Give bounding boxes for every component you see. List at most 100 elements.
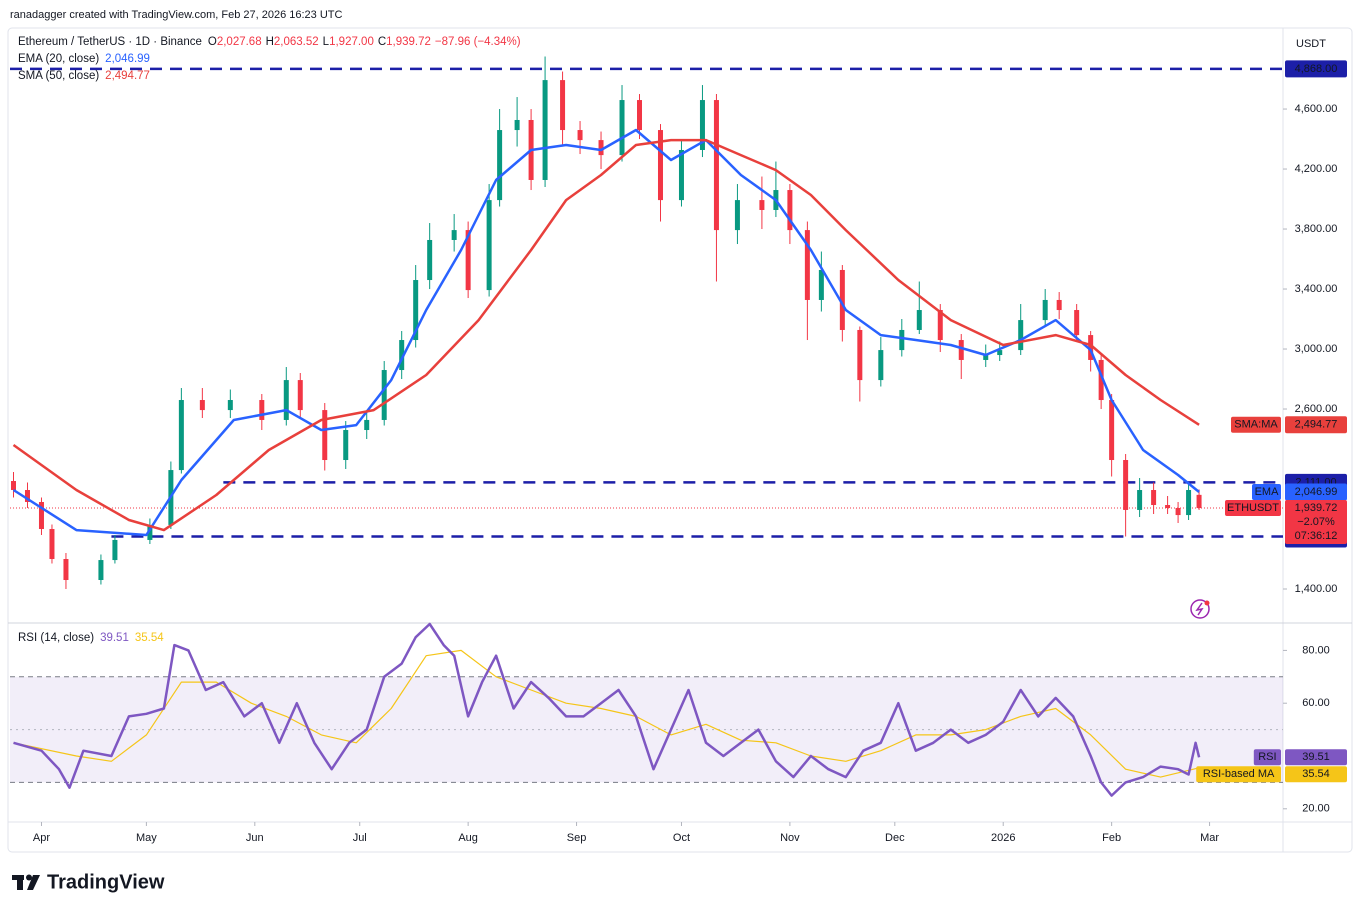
candle-body: [1123, 460, 1129, 510]
candle-body: [804, 230, 810, 300]
change: −87.96 (−4.34%): [435, 36, 521, 48]
candle-body: [997, 350, 1003, 356]
ma-value: 2,494.77: [105, 70, 150, 82]
x-tick-label: Feb: [1102, 832, 1121, 844]
x-tick-label: Sep: [567, 832, 587, 844]
candle-body: [1151, 490, 1157, 506]
icon-ring: [1190, 599, 1210, 619]
y-tick-label: 20.00: [1302, 803, 1330, 815]
candle-body: [1137, 490, 1143, 510]
candle-body: [497, 130, 503, 201]
candle-body: [283, 380, 289, 420]
candle-body: [1175, 508, 1181, 516]
candle-body: [227, 400, 233, 411]
ohlc-value: 1,939.72: [386, 36, 431, 48]
candle-body: [98, 560, 104, 581]
candle-body: [112, 539, 118, 561]
brand: TradingView: [47, 871, 165, 893]
candle-body: [560, 80, 566, 131]
candle-body: [1042, 299, 1048, 321]
candle-body: [427, 239, 433, 281]
rsi-title: RSI (14, close): [18, 632, 94, 644]
rsi-axis-label: 39.51: [1302, 751, 1330, 763]
last-price-label: −2.07%: [1297, 516, 1335, 528]
candle-body: [364, 419, 370, 431]
candle-body: [486, 200, 492, 291]
candle-body: [259, 400, 265, 420]
logo-shape: [27, 875, 40, 890]
candle-body: [1018, 320, 1024, 351]
candle-body: [577, 130, 583, 141]
candle-body: [678, 149, 684, 201]
last-price-tag: ETHUSDT: [1227, 502, 1279, 514]
candle-body: [297, 380, 303, 411]
x-tick-label: May: [136, 832, 157, 844]
candle-body: [983, 355, 989, 360]
ma-axis-label: 2,494.77: [1295, 419, 1338, 431]
candle-body: [1109, 400, 1115, 461]
candle-body: [199, 400, 205, 411]
x-tick-label: Mar: [1200, 832, 1219, 844]
candle-body: [322, 410, 328, 461]
rsi-tag: RSI: [1258, 751, 1276, 763]
candle-body: [399, 340, 405, 371]
rsi-value: 35.54: [135, 632, 164, 644]
chart-frame: [7, 27, 1353, 853]
y-tick-label: 1,400.00: [1295, 583, 1338, 595]
ma-axis-label: 2,046.99: [1295, 486, 1338, 498]
rsi-legend: RSI (14, close) 39.51 35.54: [18, 632, 164, 644]
candle-body: [1056, 299, 1062, 311]
y-tick-label: 80.00: [1302, 644, 1330, 656]
symbol-legend: Ethereum / TetherUS · 1D · Binance O2,027…: [18, 36, 521, 48]
candle-body: [657, 130, 663, 201]
rsi-value: 39.51: [100, 632, 129, 644]
candle-body: [178, 400, 184, 471]
ma-tag: EMA: [1255, 486, 1280, 498]
x-tick-label: 2026: [991, 832, 1015, 844]
candle-body: [1186, 490, 1192, 516]
ma-value: 2,046.99: [105, 53, 150, 65]
ma-name: SMA (50, close): [18, 70, 99, 82]
y-tick-label: 60.00: [1302, 697, 1330, 709]
rsi-axis-label: 35.54: [1302, 768, 1330, 780]
y-tick-label: 2,600.00: [1295, 403, 1338, 415]
candle-body: [734, 200, 740, 231]
ohlc-value: 2,063.52: [274, 36, 319, 48]
candle-body: [699, 100, 705, 150]
ma-name: EMA (20, close): [18, 53, 99, 65]
candle-body: [413, 280, 419, 341]
candle-body: [878, 350, 884, 381]
ohlc-key: L: [323, 36, 330, 48]
candle-body: [637, 100, 643, 131]
ma-axis-label-box: [1285, 483, 1347, 501]
ma-legend: EMA (20, close) 2,046.99: [18, 53, 150, 65]
y-tick-label: 3,800.00: [1295, 223, 1338, 235]
candle-body: [713, 100, 719, 231]
candle-body: [1088, 335, 1094, 360]
last-price-label: 07:36:12: [1295, 530, 1338, 542]
ma-tag: SMA:MA: [1234, 419, 1278, 431]
x-tick-label: Jun: [246, 832, 264, 844]
candle-body: [343, 430, 349, 461]
candle-body: [147, 524, 153, 540]
last-price-tag-box: [1225, 500, 1281, 517]
ma-line: [12, 128, 1200, 537]
ohlc-key: H: [266, 36, 274, 48]
x-tick-label: Aug: [458, 832, 478, 844]
candle-body: [916, 310, 922, 330]
caption: ranadagger created with TradingView.com,…: [10, 9, 342, 21]
last-price-label: 1,939.72: [1295, 502, 1338, 514]
rsi-tag-box: [1196, 766, 1281, 783]
candle-body: [38, 502, 44, 530]
candle-body: [381, 370, 387, 420]
candle-body: [937, 310, 943, 341]
candle-body: [542, 80, 548, 180]
x-tick-label: Nov: [780, 832, 800, 844]
ma-axis-label-box: [1285, 416, 1347, 434]
rsi-tag: RSI-based MA: [1203, 768, 1275, 780]
ma-tag-box: [1231, 416, 1281, 433]
candle-body: [49, 529, 55, 560]
candle-body: [839, 269, 845, 330]
ma-tag-box: [1252, 483, 1281, 500]
